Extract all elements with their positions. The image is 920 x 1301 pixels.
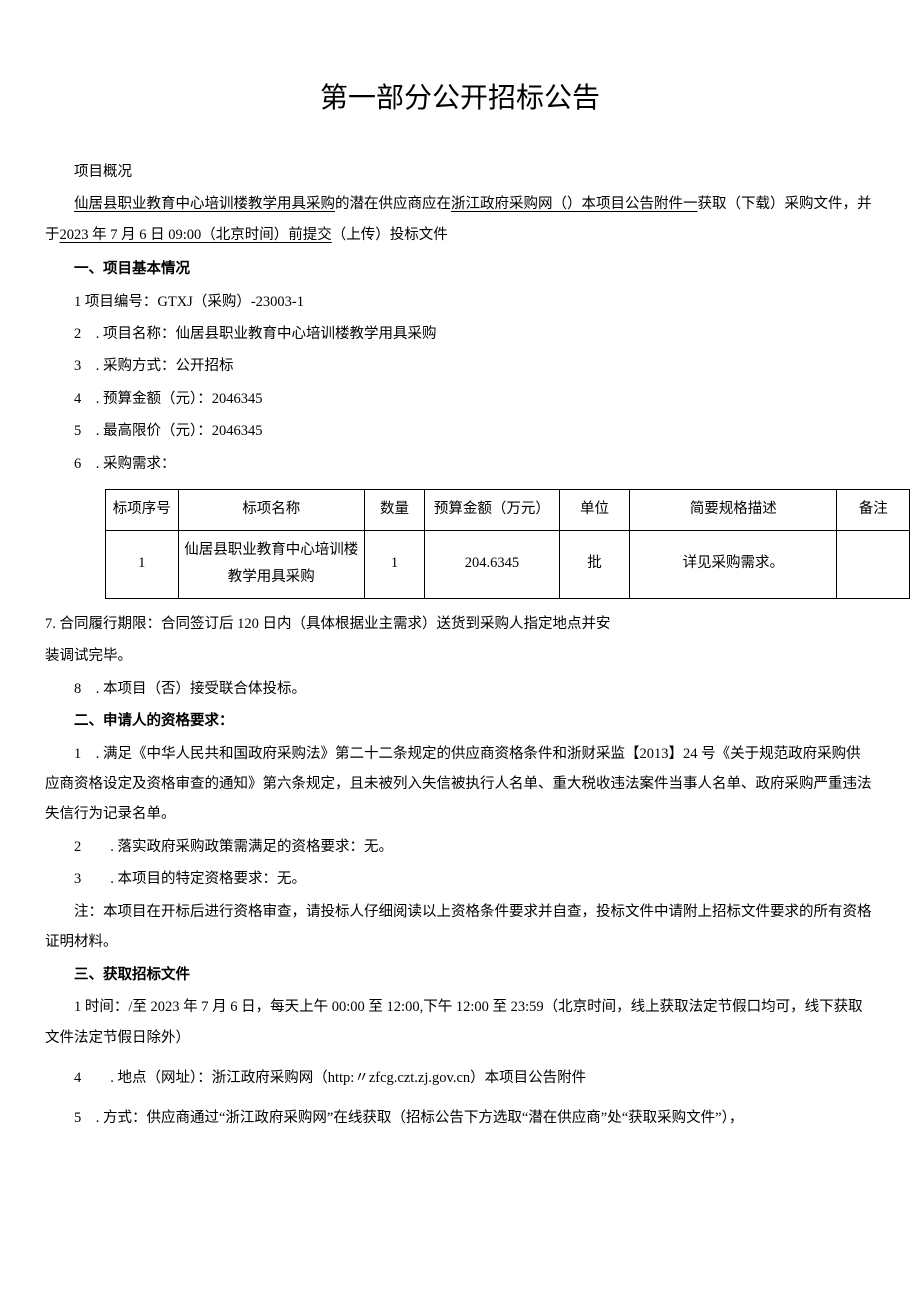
table-row: 1 仙居县职业教育中心培训楼教学用具采购 1 204.6345 批 详见采购需求… (106, 530, 910, 598)
intro-text-3: （上传）投标文件 (332, 227, 448, 243)
th-seq: 标项序号 (106, 490, 179, 531)
intro-paragraph: 仙居县职业教育中心培训楼教学用具采购的潜在供应商应在浙江政府采购网（）本项目公告… (45, 189, 875, 250)
section-2-heading: 二、申请人的资格要求： (45, 706, 875, 736)
sec1-item-3: 3 . 采购方式：公开招标 (45, 351, 875, 381)
sec1-item-6: 6 . 采购需求： (45, 449, 875, 479)
sec2-item-1: 1 . 满足《中华人民共和国政府采购法》第二十二条规定的供应商资格条件和浙财采监… (45, 739, 875, 830)
sec1-item-5: 5 . 最高限价（元）：2046345 (45, 416, 875, 446)
intro-text-1: 的潜在供应商应在 (335, 196, 451, 212)
th-budget: 预算金额（万元） (425, 490, 560, 531)
document-title: 第一部分公开招标公告 (45, 70, 875, 129)
th-unit: 单位 (559, 490, 629, 531)
td-budget: 204.6345 (425, 530, 560, 598)
th-qty: 数量 (365, 490, 425, 531)
td-name: 仙居县职业教育中心培训楼教学用具采购 (178, 530, 364, 598)
overview-label: 项目概况 (45, 157, 875, 187)
th-name: 标项名称 (178, 490, 364, 531)
td-remark (837, 530, 910, 598)
th-spec: 简要规格描述 (630, 490, 837, 531)
intro-underline-2: 浙江政府采购网（）本项目公告附件一 (451, 196, 698, 212)
sec3-item-2: 4 . 地点（网址）：浙江政府采购网（http:〃zfcg.czt.zj.gov… (45, 1063, 875, 1093)
intro-underline-3: 2023 年 7 月 6 日 09:00（北京时间）前提交 (60, 227, 332, 243)
sec2-item-2: 2 . 落实政府采购政策需满足的资格要求：无。 (45, 832, 875, 862)
section-1-heading: 一、项目基本情况 (45, 254, 875, 284)
intro-underline-1: 仙居县职业教育中心培训楼教学用具采购 (74, 196, 335, 212)
sec1-item-8: 8 . 本项目（否）接受联合体投标。 (45, 674, 875, 704)
th-remark: 备注 (837, 490, 910, 531)
td-spec: 详见采购需求。 (630, 530, 837, 598)
procurement-table: 标项序号 标项名称 数量 预算金额（万元） 单位 简要规格描述 备注 1 仙居县… (105, 489, 910, 599)
sec1-item-7b: 装调试完毕。 (45, 641, 875, 671)
td-unit: 批 (559, 530, 629, 598)
table-header-row: 标项序号 标项名称 数量 预算金额（万元） 单位 简要规格描述 备注 (106, 490, 910, 531)
sec3-item-1: 1 时间：/至 2023 年 7 月 6 日，每天上午 00:00 至 12:0… (45, 992, 875, 1053)
sec3-item-3: 5 . 方式：供应商通过“浙江政府采购网”在线获取（招标公告下方选取“潜在供应商… (45, 1103, 875, 1133)
section-3-heading: 三、获取招标文件 (45, 960, 875, 990)
sec1-item-2: 2 . 项目名称：仙居县职业教育中心培训楼教学用具采购 (45, 319, 875, 349)
sec1-item-4: 4 . 预算金额（元）：2046345 (45, 384, 875, 414)
td-qty: 1 (365, 530, 425, 598)
sec2-note: 注：本项目在开标后进行资格审查，请投标人仔细阅读以上资格条件要求并自查，投标文件… (45, 897, 875, 958)
sec1-item-7a: 7. 合同履行期限：合同签订后 120 日内（具体根据业主需求）送货到采购人指定… (45, 609, 875, 639)
td-seq: 1 (106, 530, 179, 598)
sec2-item-3: 3 . 本项目的特定资格要求：无。 (45, 864, 875, 894)
sec1-item-1: 1 项目编号：GTXJ（采购）-23003-1 (45, 287, 875, 317)
